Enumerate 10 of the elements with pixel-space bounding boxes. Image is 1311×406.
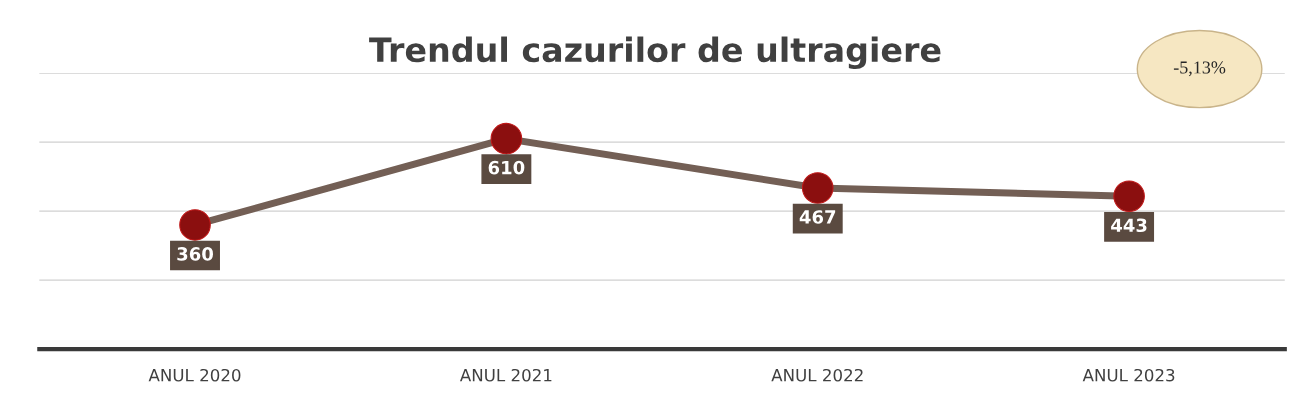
x-tick-label: ANUL 2023 xyxy=(1082,368,1175,382)
x-tick-label: ANUL 2021 xyxy=(459,368,552,382)
data-label: 610 xyxy=(488,160,525,175)
chart-title: Trendul cazurilor de ultragiere xyxy=(369,36,941,70)
data-label: 467 xyxy=(799,210,836,224)
x-tick-label: ANUL 2022 xyxy=(771,368,863,382)
x-tick-label: ANUL 2020 xyxy=(148,368,241,382)
annotation: -5,13% xyxy=(1173,61,1226,77)
data-label: 360 xyxy=(177,247,213,261)
data-label: 443 xyxy=(1111,218,1147,233)
